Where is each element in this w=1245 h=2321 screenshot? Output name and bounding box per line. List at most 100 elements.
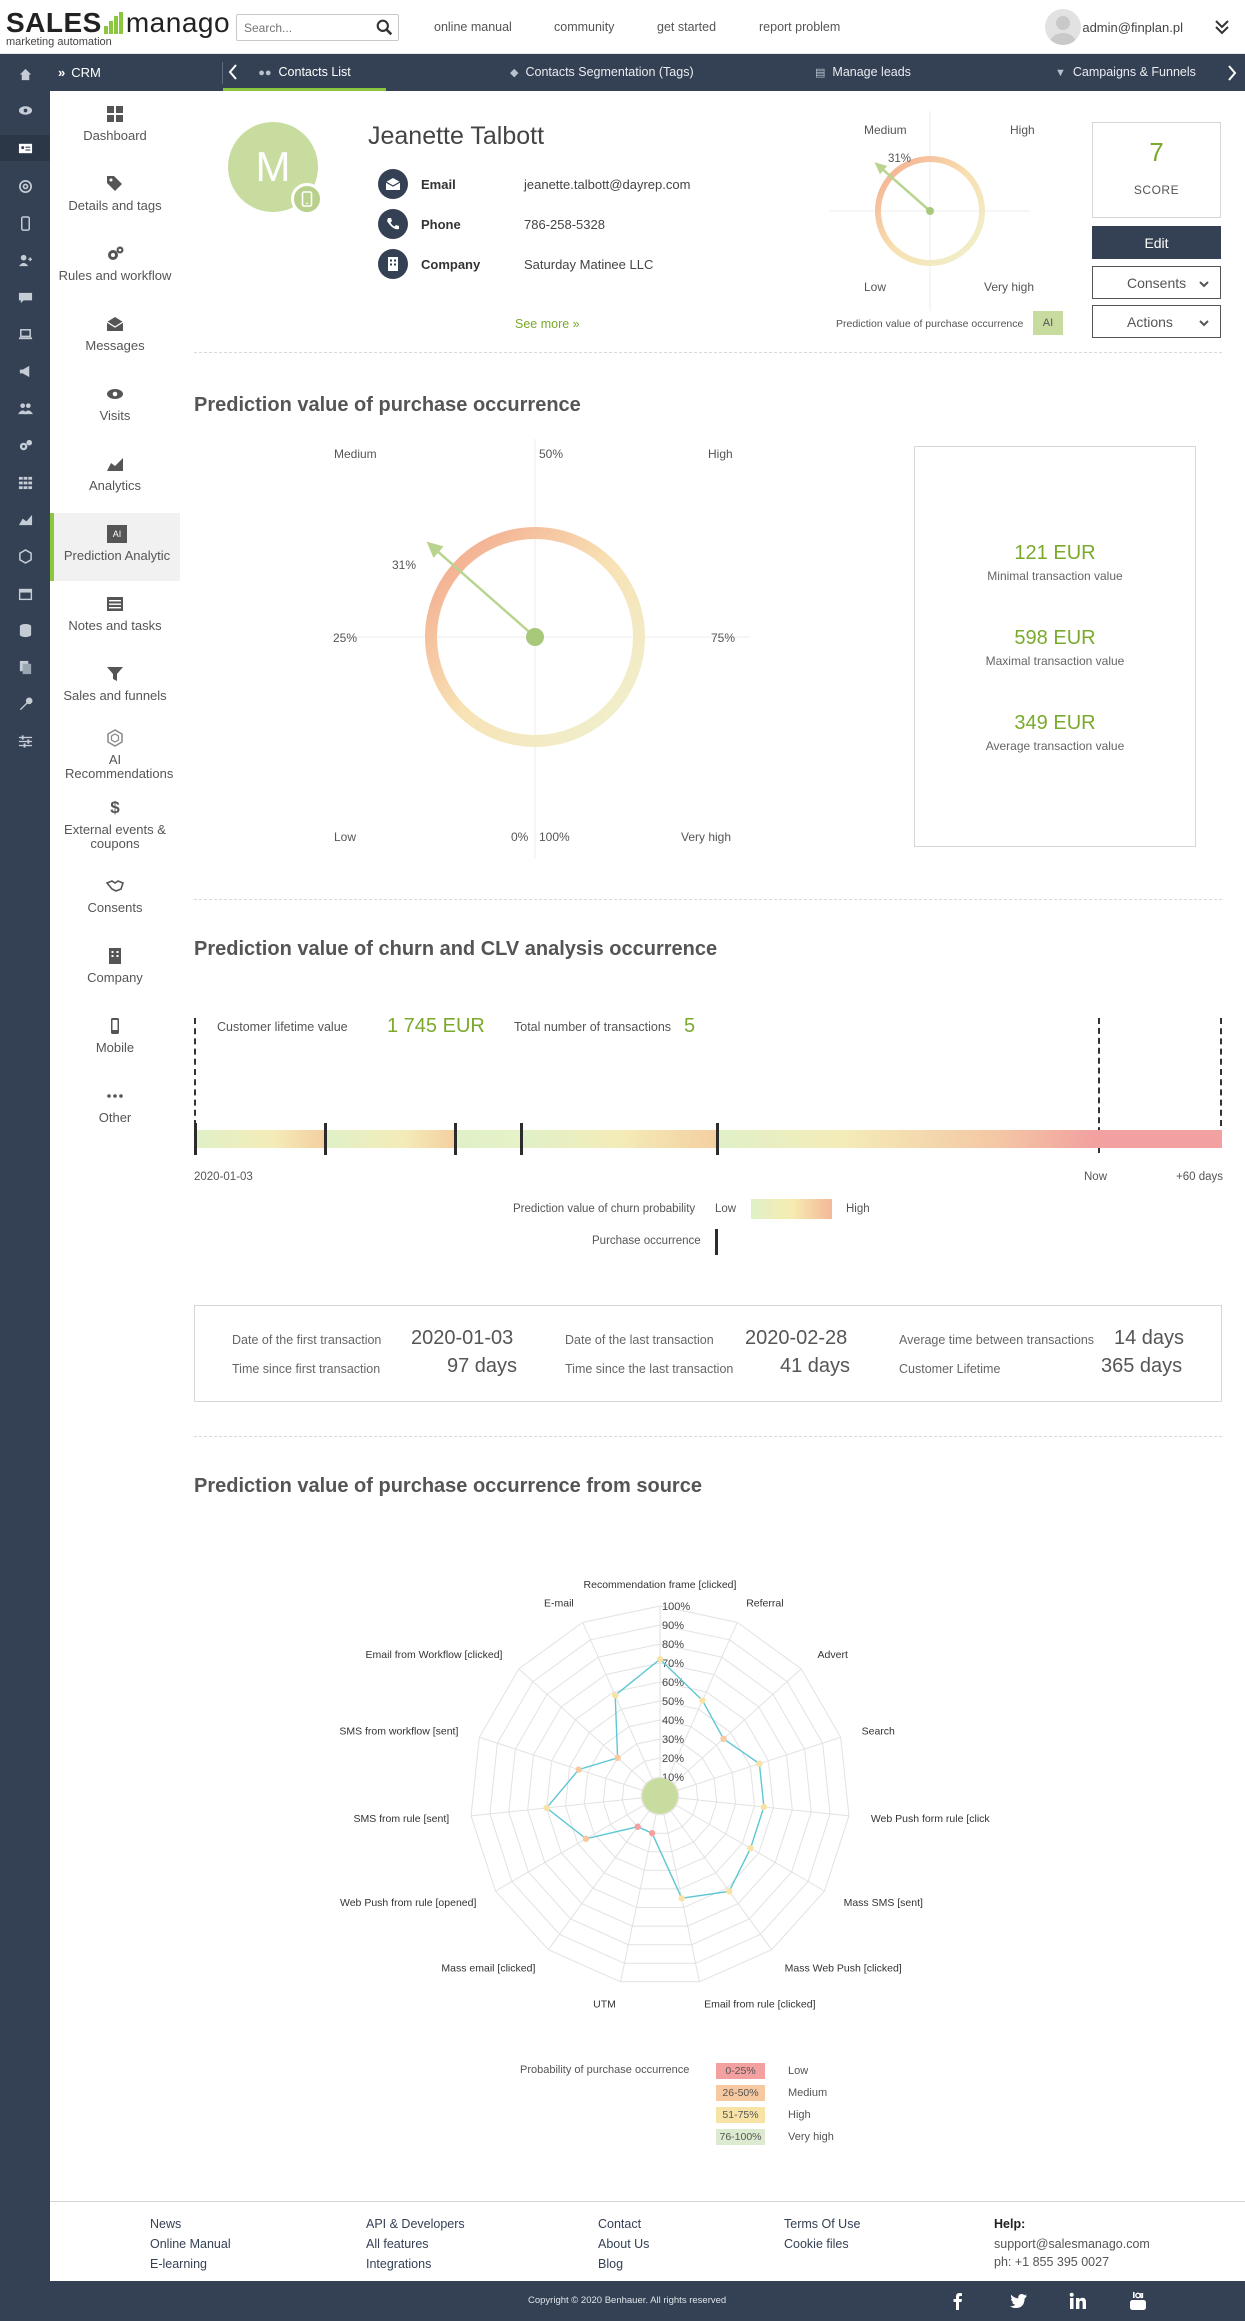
apps-grid-icon[interactable] [0, 469, 50, 495]
radar-point[interactable] [726, 1888, 733, 1895]
footer-link-contact[interactable]: Contact [598, 2217, 642, 2231]
radar-point[interactable] [575, 1766, 582, 1773]
radar-axis [659, 1736, 841, 1797]
megaphone-icon[interactable] [0, 358, 50, 384]
user-avatar[interactable] [1045, 9, 1081, 45]
sidebar-item-mobile[interactable]: Mobile [50, 1017, 180, 1055]
footer-link-about-us[interactable]: About Us [598, 2237, 650, 2251]
actions-dropdown[interactable]: Actions [1092, 305, 1221, 338]
link-report-problem[interactable]: report problem [759, 20, 841, 34]
logo-subtitle: marketing automation [6, 36, 112, 48]
sidebar-item-rules-workflow[interactable]: Rules and workflow [50, 245, 180, 283]
sidebar-item-ai-recommendations[interactable]: AI Recommendations [50, 729, 180, 781]
eye-icon[interactable] [0, 97, 50, 123]
radar-axis [518, 1668, 661, 1797]
sidebar-item-details-tags[interactable]: Details and tags [50, 175, 180, 213]
chevron-right-icon[interactable] [1225, 63, 1239, 83]
footer-link-blog[interactable]: Blog [598, 2257, 624, 2271]
chevron-left-icon[interactable] [226, 62, 240, 82]
calendar-icon[interactable] [0, 580, 50, 606]
search-icon[interactable] [376, 19, 393, 36]
tab-campaigns-funnels[interactable]: ▼ Campaigns & Funnels [1055, 54, 1196, 91]
sidebar-item-analytics[interactable]: Analytics [50, 455, 180, 493]
link-get-started[interactable]: get started [657, 20, 717, 34]
radar-point[interactable] [614, 1754, 621, 1762]
youtube-icon[interactable] [1128, 2291, 1148, 2311]
at-sign-icon[interactable] [0, 173, 50, 199]
cogs-icon[interactable] [0, 432, 50, 458]
see-more-link[interactable]: See more » [515, 317, 580, 331]
radar-category-label: Mass SMS [sent] [844, 1897, 923, 1909]
radar-point[interactable] [543, 1804, 550, 1812]
contact-card-icon[interactable] [0, 135, 50, 161]
legend-purchase-tick [715, 1229, 718, 1255]
database-icon[interactable] [0, 617, 50, 643]
sidebar-item-company[interactable]: Company [50, 947, 180, 985]
search-input[interactable] [237, 15, 367, 40]
sidebar-item-dashboard[interactable]: Dashboard [50, 105, 180, 143]
mobile-icon[interactable] [0, 210, 50, 236]
sidebar-item-other[interactable]: Other [50, 1087, 180, 1125]
footer-link-news[interactable]: News [150, 2217, 182, 2231]
radar-point[interactable] [648, 1829, 656, 1837]
radar-point[interactable] [656, 1656, 664, 1663]
sidebar-item-messages[interactable]: Messages [50, 315, 180, 353]
logo[interactable]: SALES manago marketing automation [6, 7, 231, 49]
facebook-icon[interactable] [948, 2291, 968, 2311]
sidebar-item-consents[interactable]: Consents [50, 877, 180, 915]
radar-point[interactable] [634, 1823, 641, 1830]
twitter-icon[interactable] [1008, 2291, 1028, 2311]
tab-manage-leads[interactable]: ▤ Manage leads [815, 54, 911, 91]
tab-contacts-list[interactable]: ●● Contacts List [223, 54, 386, 91]
radar-point[interactable] [720, 1735, 727, 1742]
link-community[interactable]: community [554, 20, 615, 34]
crm-section-title[interactable]: » CRM [58, 65, 101, 80]
sidebar-item-visits[interactable]: Visits [50, 385, 180, 423]
customer-lifetime-label: Customer Lifetime [899, 1362, 1001, 1376]
footer-link-api[interactable]: API & Developers [366, 2217, 465, 2231]
hexagon-icon[interactable] [0, 543, 50, 569]
contact-phone-value[interactable]: 786-258-5328 [524, 217, 605, 232]
radar-point[interactable] [678, 1895, 685, 1902]
link-online-manual[interactable]: online manual [434, 20, 512, 34]
tab-contacts-segmentation[interactable]: ◆ Contacts Segmentation (Tags) [510, 54, 694, 91]
footer-link-cookies[interactable]: Cookie files [784, 2237, 849, 2251]
footer-link-e-learning[interactable]: E-learning [150, 2257, 207, 2271]
chat-icon[interactable] [0, 284, 50, 310]
sidebar-item-external-events[interactable]: $ External events & coupons [50, 799, 180, 851]
chevron-down-icon [1199, 281, 1209, 288]
sidebar-item-notes-tasks[interactable]: Notes and tasks [50, 595, 180, 633]
home-icon[interactable] [0, 61, 50, 87]
footer-link-terms[interactable]: Terms Of Use [784, 2217, 861, 2231]
section-divider [194, 1436, 1222, 1437]
contact-email-value[interactable]: jeanette.talbott@dayrep.com [524, 177, 691, 192]
footer-link-online-manual[interactable]: Online Manual [150, 2237, 231, 2251]
sliders-icon[interactable] [0, 728, 50, 754]
legend-churn-label: Prediction value of churn probability [513, 1203, 696, 1215]
double-chevron-down-icon[interactable] [1213, 18, 1231, 36]
footer-link-all-features[interactable]: All features [366, 2237, 429, 2251]
radar-point[interactable] [699, 1697, 706, 1704]
sidebar-item-prediction-analytic[interactable]: AI Prediction Analytic [50, 513, 180, 581]
footer-help-email[interactable]: support@salesmanago.com [994, 2237, 1150, 2251]
laptop-icon[interactable] [0, 321, 50, 347]
users-icon[interactable] [0, 395, 50, 421]
edit-button[interactable]: Edit [1092, 226, 1221, 259]
user-menu[interactable]: admin@finplan.pl [1045, 8, 1231, 46]
linkedin-icon[interactable] [1068, 2291, 1088, 2311]
search-box[interactable] [236, 14, 399, 41]
footer-link-integrations[interactable]: Integrations [366, 2257, 432, 2271]
radar-point[interactable] [756, 1760, 763, 1767]
radar-point[interactable] [747, 1845, 754, 1852]
user-plus-icon[interactable] [0, 247, 50, 273]
area-chart-icon[interactable] [0, 506, 50, 532]
radar-point[interactable] [582, 1835, 590, 1842]
sidebar-item-sales-funnels[interactable]: Sales and funnels [50, 665, 180, 703]
radar-point[interactable] [611, 1692, 619, 1699]
contact-company-value[interactable]: Saturday Matinee LLC [524, 257, 654, 272]
consents-dropdown[interactable]: Consents [1092, 266, 1221, 299]
wrench-icon[interactable] [0, 691, 50, 717]
files-icon[interactable] [0, 654, 50, 680]
user-email[interactable]: admin@finplan.pl [1082, 20, 1183, 35]
radar-point[interactable] [760, 1803, 768, 1811]
